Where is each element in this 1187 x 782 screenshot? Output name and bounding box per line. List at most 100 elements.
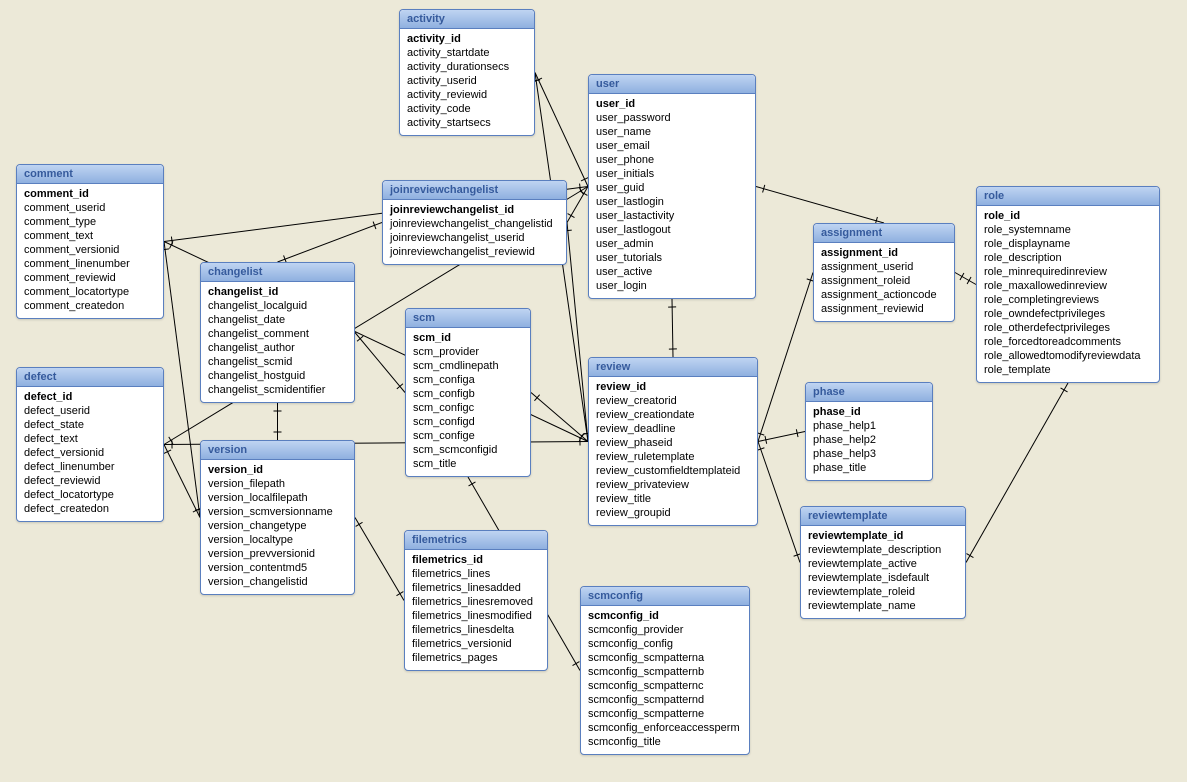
entity-header[interactable]: scmconfig <box>581 587 749 606</box>
field: changelist_scmidentifier <box>208 383 347 397</box>
connector <box>758 442 800 563</box>
entity-activity[interactable]: activityactivity_idactivity_startdateact… <box>399 9 535 136</box>
field: joinreviewchangelist_userid <box>390 231 559 245</box>
field: scm_configd <box>413 415 523 429</box>
connector <box>672 299 673 357</box>
entity-assignment[interactable]: assignmentassignment_idassignment_userid… <box>813 223 955 322</box>
entity-joinreviewchangelist[interactable]: joinreviewchangelist joinreviewchangelist… <box>382 180 567 265</box>
field: user_lastlogout <box>596 223 748 237</box>
entity-defect[interactable]: defectdefect_iddefect_useriddefect_state… <box>16 367 164 522</box>
field: version_prevversionid <box>208 547 347 561</box>
field: role_description <box>984 251 1152 265</box>
field: changelist_author <box>208 341 347 355</box>
field: user_lastactivity <box>596 209 748 223</box>
field: scmconfig_enforceaccessperm <box>588 721 742 735</box>
connector-tick <box>171 237 172 245</box>
connector-tick <box>568 214 575 218</box>
field: role_completingreviews <box>984 293 1152 307</box>
entity-header[interactable]: changelist <box>201 263 354 282</box>
field: comment_id <box>24 187 156 201</box>
field: user_phone <box>596 153 748 167</box>
entity-body: activity_idactivity_startdateactivity_du… <box>400 29 534 135</box>
entity-header[interactable]: scm <box>406 309 530 328</box>
entity-scmconfig[interactable]: scmconfigscmconfig_idscmconfig_providers… <box>580 586 750 755</box>
entity-reviewtemplate[interactable]: reviewtemplatereviewtemplate_idreviewtem… <box>800 506 966 619</box>
field: changelist_localguid <box>208 299 347 313</box>
connector <box>567 187 588 223</box>
field: scm_provider <box>413 345 523 359</box>
field: defect_reviewid <box>24 474 156 488</box>
entity-header[interactable]: defect <box>17 368 163 387</box>
field: assignment_actioncode <box>821 288 947 302</box>
connector-tick <box>397 384 403 389</box>
entity-user[interactable]: useruser_iduser_passworduser_nameuser_em… <box>588 74 756 299</box>
entity-role[interactable]: rolerole_idrole_systemnamerole_displayna… <box>976 186 1160 383</box>
entity-body: assignment_idassignment_userid assignment… <box>814 243 954 321</box>
field: scm_cmdlinepath <box>413 359 523 373</box>
entity-scm[interactable]: scmscm_idscm_providerscm_cmdlinepathscm_… <box>405 308 531 477</box>
field: reviewtemplate_name <box>808 599 958 613</box>
field: review_phaseid <box>596 436 750 450</box>
field: user_name <box>596 125 748 139</box>
field: reviewtemplate_id <box>808 529 958 543</box>
field: defect_state <box>24 418 156 432</box>
field: scm_scmconfigid <box>413 443 523 457</box>
entity-body: reviewtemplate_idreviewtemplate_descript… <box>801 526 965 618</box>
entity-header[interactable]: assignment <box>814 224 954 243</box>
field: filemetrics_linesmodified <box>412 609 540 623</box>
field: changelist_id <box>208 285 347 299</box>
field: filemetrics_linesdelta <box>412 623 540 637</box>
field: defect_locatortype <box>24 488 156 502</box>
entity-header[interactable]: phase <box>806 383 932 402</box>
entity-header[interactable]: role <box>977 187 1159 206</box>
field: activity_startsecs <box>407 116 527 130</box>
entity-header[interactable]: reviewtemplate <box>801 507 965 526</box>
entity-header[interactable]: user <box>589 75 755 94</box>
field: scmconfig_scmpatternb <box>588 665 742 679</box>
entity-header[interactable]: activity <box>400 10 534 29</box>
field: scmconfig_scmpatternc <box>588 679 742 693</box>
field: scmconfig_scmpatternd <box>588 693 742 707</box>
field: scm_configa <box>413 373 523 387</box>
field: assignment_reviewid <box>821 302 947 316</box>
entity-version[interactable]: versionversion_idversion_filepathversion… <box>200 440 355 595</box>
connector <box>164 445 200 518</box>
connector-tick <box>396 592 403 596</box>
field: phase_help2 <box>813 433 925 447</box>
field: user_tutorials <box>596 251 748 265</box>
field: filemetrics_lines <box>412 567 540 581</box>
connector-tick <box>1061 388 1068 392</box>
entity-body: comment_idcomment_useridcomment_typecomm… <box>17 184 163 318</box>
entity-comment[interactable]: commentcomment_idcomment_useridcomment_t… <box>16 164 164 319</box>
field: assignment_id <box>821 246 947 260</box>
entity-header[interactable]: filemetrics <box>405 531 547 550</box>
field: filemetrics_versionid <box>412 637 540 651</box>
entity-header[interactable]: comment <box>17 165 163 184</box>
field: review_title <box>596 492 750 506</box>
entity-changelist[interactable]: changelistchangelist_idchangelist_localg… <box>200 262 355 403</box>
field: activity_reviewid <box>407 88 527 102</box>
field: role_minrequiredinreview <box>984 265 1152 279</box>
connector-tick <box>170 241 173 248</box>
field: user_initials <box>596 167 748 181</box>
field: role_systemname <box>984 223 1152 237</box>
field: comment_text <box>24 229 156 243</box>
field: scmconfig_config <box>588 637 742 651</box>
entity-header[interactable]: review <box>589 358 757 377</box>
field: comment_createdon <box>24 299 156 313</box>
entity-review[interactable]: reviewreview_idreview_creatoridreview_cr… <box>588 357 758 526</box>
field: user_email <box>596 139 748 153</box>
entity-header[interactable]: version <box>201 441 354 460</box>
field: comment_versionid <box>24 243 156 257</box>
field: assignment_userid <box>821 260 947 274</box>
entity-body: changelist_idchangelist_localguidchangel… <box>201 282 354 402</box>
field: review_id <box>596 380 750 394</box>
field: filemetrics_linesremoved <box>412 595 540 609</box>
entity-filemetrics[interactable]: filemetricsfilemetrics_idfilemetrics_lin… <box>404 530 548 671</box>
field: phase_title <box>813 461 925 475</box>
connector-tick <box>535 78 542 81</box>
connector <box>567 223 588 442</box>
entity-header[interactable]: joinreviewchangelist <box>383 181 566 200</box>
entity-phase[interactable]: phasephase_idphase_help1phase_help2phase… <box>805 382 933 481</box>
field: review_groupid <box>596 506 750 520</box>
